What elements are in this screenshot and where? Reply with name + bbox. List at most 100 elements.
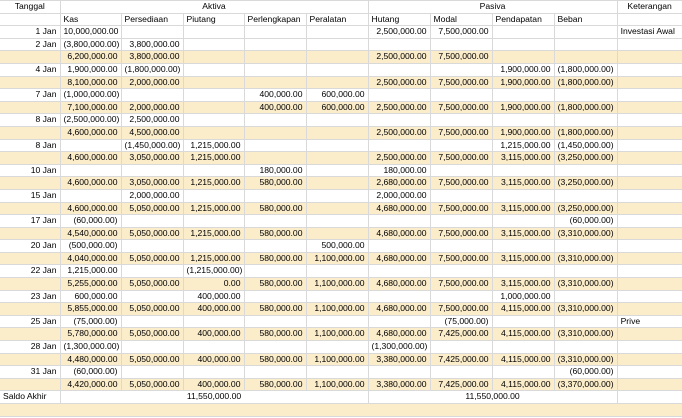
cell-beban[interactable]: (3,310,000.00) — [554, 277, 618, 291]
cell-perlengkapan[interactable] — [244, 340, 307, 354]
cell-keterangan[interactable] — [616, 353, 682, 367]
cell-beban[interactable] — [554, 315, 618, 329]
cell-tanggal[interactable]: 22 Jan — [0, 264, 61, 279]
cell-piutang[interactable] — [183, 189, 245, 203]
cell-kas[interactable]: 4,040,000.00 — [59, 252, 122, 266]
cell-pendapatan[interactable]: 3,115,000.00 — [492, 227, 555, 241]
saldo-akhir-label[interactable]: Saldo Akhir — [0, 390, 61, 404]
cell-keterangan[interactable] — [616, 189, 682, 203]
cell-beban[interactable]: (1,800,000.00) — [554, 76, 618, 90]
cell-tanggal[interactable] — [0, 378, 61, 392]
cell-piutang[interactable] — [183, 101, 245, 115]
cell-beban[interactable]: (1,450,000.00) — [554, 139, 618, 153]
cell-keterangan[interactable] — [616, 101, 682, 115]
cell-kas[interactable]: 1,215,000.00 — [59, 264, 122, 279]
header-hutang[interactable]: Hutang — [367, 13, 431, 27]
cell-modal[interactable]: 7,500,000.00 — [430, 202, 493, 216]
cell-hutang[interactable]: 2,500,000.00 — [367, 126, 431, 140]
cell-keterangan[interactable] — [616, 378, 682, 392]
cell-keterangan[interactable] — [616, 63, 682, 77]
cell-modal[interactable]: 7,500,000.00 — [430, 252, 493, 266]
cell-kas[interactable]: (60,000.00) — [59, 214, 122, 228]
cell-tanggal[interactable]: 15 Jan — [0, 189, 61, 203]
cell-peralatan[interactable] — [306, 25, 369, 39]
cell-pendapatan[interactable]: 1,900,000.00 — [492, 101, 555, 115]
cell-kas[interactable] — [59, 139, 122, 153]
cell-modal[interactable] — [430, 38, 493, 52]
cell-beban[interactable]: (3,310,000.00) — [554, 227, 618, 241]
cell-hutang[interactable]: 4,680,000.00 — [367, 277, 431, 291]
header-piutang[interactable]: Piutang — [183, 13, 245, 27]
cell-modal[interactable]: (75,000.00) — [430, 315, 493, 329]
cell-peralatan[interactable]: 1,100,000.00 — [306, 277, 369, 291]
cell-persediaan[interactable]: 5,050,000.00 — [121, 353, 184, 367]
cell-persediaan[interactable]: 3,800,000.00 — [121, 50, 184, 64]
cell-peralatan[interactable] — [306, 38, 369, 52]
cell-pendapatan[interactable] — [492, 239, 555, 253]
cell-pendapatan[interactable] — [492, 264, 555, 279]
cell-perlengkapan[interactable]: 580,000.00 — [244, 227, 307, 241]
cell-beban[interactable] — [554, 38, 618, 52]
cell-persediaan[interactable] — [121, 25, 184, 39]
cell-piutang[interactable] — [183, 315, 245, 329]
cell-peralatan[interactable] — [306, 227, 369, 241]
cell-keterangan[interactable] — [616, 264, 682, 279]
cell-perlengkapan[interactable]: 580,000.00 — [244, 202, 307, 216]
header-aktiva-group[interactable]: Aktiva — [59, 1, 369, 14]
cell-piutang[interactable] — [183, 239, 245, 253]
cell-modal[interactable]: 7,500,000.00 — [430, 101, 493, 115]
cell-hutang[interactable] — [367, 290, 431, 304]
cell-kas[interactable]: 5,780,000.00 — [59, 327, 122, 342]
header-persediaan[interactable]: Persediaan — [121, 13, 184, 27]
cell-persediaan[interactable]: 3,050,000.00 — [121, 176, 184, 190]
cell-hutang[interactable]: 4,680,000.00 — [367, 302, 431, 316]
cell-tanggal[interactable] — [0, 76, 61, 90]
cell-persediaan[interactable]: 5,050,000.00 — [121, 227, 184, 241]
cell-piutang[interactable] — [183, 38, 245, 52]
cell-hutang[interactable]: 2,500,000.00 — [367, 50, 431, 64]
cell-hutang[interactable] — [367, 113, 431, 127]
cell-beban[interactable] — [554, 264, 618, 279]
cell-piutang[interactable] — [183, 126, 245, 140]
cell-beban[interactable] — [554, 113, 618, 127]
cell-modal[interactable] — [430, 214, 493, 228]
cell-persediaan[interactable]: 2,000,000.00 — [121, 189, 184, 203]
cell-kas[interactable]: (75,000.00) — [59, 315, 122, 329]
cell-perlengkapan[interactable] — [244, 264, 307, 279]
cell-beban[interactable] — [554, 189, 618, 203]
cell-perlengkapan[interactable]: 580,000.00 — [244, 277, 307, 291]
cell-keterangan[interactable] — [616, 164, 682, 178]
cell-persediaan[interactable]: 4,500,000.00 — [121, 126, 184, 140]
cell-pendapatan[interactable] — [492, 214, 555, 228]
cell-piutang[interactable]: 400,000.00 — [183, 378, 245, 392]
cell-perlengkapan[interactable] — [244, 214, 307, 228]
cell-peralatan[interactable] — [306, 63, 369, 77]
cell-kas[interactable]: (2,500,000.00) — [59, 113, 122, 127]
cell-tanggal[interactable] — [0, 101, 61, 115]
cell-keterangan[interactable] — [616, 290, 682, 304]
header-pasiva-group[interactable]: Pasiva — [367, 1, 618, 14]
cell-peralatan[interactable] — [306, 176, 369, 190]
cell-hutang[interactable]: 4,680,000.00 — [367, 327, 431, 342]
cell-pendapatan[interactable] — [492, 189, 555, 203]
cell-pendapatan[interactable] — [492, 315, 555, 329]
cell-persediaan[interactable] — [121, 88, 184, 102]
cell-kas[interactable]: 4,540,000.00 — [59, 227, 122, 241]
cell-pendapatan[interactable] — [492, 113, 555, 127]
cell-perlengkapan[interactable] — [244, 76, 307, 90]
cell-tanggal[interactable]: 2 Jan — [0, 38, 61, 52]
cell-keterangan[interactable] — [616, 151, 682, 165]
cell-pendapatan[interactable]: 4,115,000.00 — [492, 378, 555, 392]
cell-pendapatan[interactable]: 1,000,000.00 — [492, 290, 555, 304]
cell-pendapatan[interactable]: 4,115,000.00 — [492, 353, 555, 367]
cell-persediaan[interactable] — [121, 315, 184, 329]
cell-persediaan[interactable]: (1,450,000.00) — [121, 139, 184, 153]
cell-keterangan[interactable] — [616, 202, 682, 216]
cell-pendapatan[interactable] — [492, 365, 555, 379]
cell-tanggal[interactable] — [0, 277, 61, 291]
cell-hutang[interactable]: 2,000,000.00 — [367, 189, 431, 203]
cell-peralatan[interactable] — [306, 202, 369, 216]
cell-kas[interactable]: 4,600,000.00 — [59, 151, 122, 165]
header-tanggal-spacer[interactable] — [0, 13, 61, 27]
cell-tanggal[interactable]: 20 Jan — [0, 239, 61, 253]
